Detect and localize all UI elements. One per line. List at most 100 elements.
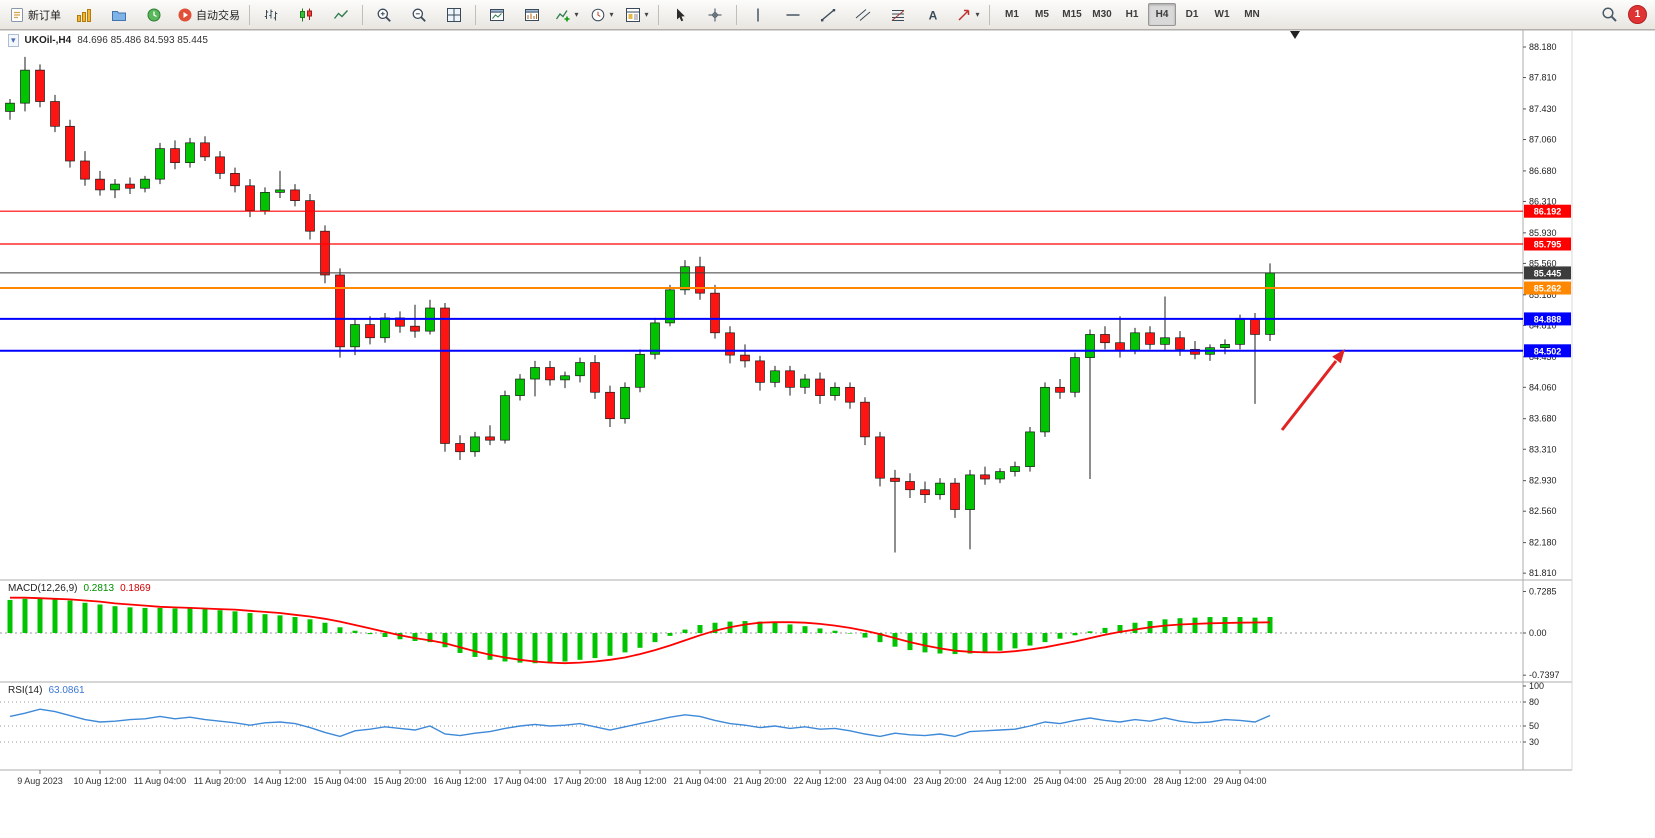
charts-icon bbox=[77, 8, 91, 22]
candle-body bbox=[410, 325, 420, 332]
time-axis-label: 11 Aug 04:00 bbox=[134, 776, 186, 786]
time-axis-label: 21 Aug 20:00 bbox=[733, 776, 786, 786]
candle-body bbox=[350, 324, 360, 348]
candle-body bbox=[560, 375, 570, 381]
bar-chart-button[interactable] bbox=[254, 2, 288, 27]
time-axis-label: 10 Aug 12:00 bbox=[73, 776, 126, 786]
candle-body bbox=[125, 183, 135, 189]
toolbar-separator bbox=[475, 4, 476, 25]
time-axis-label: 11 Aug 20:00 bbox=[194, 776, 246, 786]
notification-badge[interactable]: 1 bbox=[1628, 5, 1647, 24]
candle-body bbox=[1235, 319, 1245, 345]
indicators-button[interactable]: ▾ bbox=[550, 2, 584, 27]
chart-shift-marker[interactable] bbox=[1290, 31, 1300, 39]
equidistant-channel-tool[interactable] bbox=[846, 2, 880, 27]
auto-trading-label: 自动交易 bbox=[196, 9, 240, 22]
new-order-button[interactable]: 新订单 bbox=[4, 2, 66, 27]
charts-button[interactable] bbox=[67, 2, 101, 27]
chart-window-button[interactable] bbox=[515, 2, 549, 27]
candle-body bbox=[905, 481, 915, 491]
candle-body bbox=[695, 266, 705, 294]
one-click-trading-toggle[interactable]: ▾ bbox=[8, 34, 19, 47]
trendline-tool[interactable] bbox=[811, 2, 845, 27]
templates-button[interactable]: ▾ bbox=[620, 2, 654, 27]
time-axis-label: 15 Aug 20:00 bbox=[373, 776, 426, 786]
new-chart-button[interactable] bbox=[480, 2, 514, 27]
text-tool[interactable]: A bbox=[916, 2, 950, 27]
price-tag bbox=[1524, 344, 1571, 358]
time-axis-label: 21 Aug 04:00 bbox=[673, 776, 726, 786]
candle-body bbox=[290, 189, 300, 201]
annotation-arrow[interactable] bbox=[1280, 360, 1338, 431]
candle-body bbox=[80, 160, 90, 180]
cursor-button[interactable] bbox=[663, 2, 697, 27]
tile-windows-button[interactable] bbox=[437, 2, 471, 27]
caret-down-icon: ▾ bbox=[609, 9, 614, 19]
time-axis-label: 17 Aug 20:00 bbox=[553, 776, 606, 786]
auto-trading-button[interactable]: 自动交易 bbox=[172, 2, 245, 27]
zoom-in-button[interactable] bbox=[367, 2, 401, 27]
candle-body bbox=[1115, 342, 1125, 352]
candle-body bbox=[785, 370, 795, 388]
candle-body bbox=[770, 370, 780, 383]
toolbar: 新订单 自动交易 ▾ ▾ bbox=[0, 0, 1655, 30]
candle-body bbox=[20, 69, 30, 104]
timeframe-w1[interactable]: W1 bbox=[1214, 9, 1230, 20]
candle-body bbox=[1085, 334, 1095, 358]
timeframe-m30[interactable]: M30 bbox=[1092, 9, 1112, 20]
candle-body bbox=[980, 474, 990, 480]
candle-body bbox=[875, 436, 885, 479]
horizontal-line-tool[interactable] bbox=[776, 2, 810, 27]
timeframe-h4[interactable]: H4 bbox=[1148, 3, 1176, 26]
zoom-in-icon bbox=[377, 8, 391, 22]
profiles-button[interactable] bbox=[102, 2, 136, 27]
toolbar-right: 1 bbox=[1601, 5, 1655, 24]
tile-windows-icon bbox=[447, 7, 461, 22]
candle-body bbox=[140, 178, 150, 189]
fibonacci-tool[interactable] bbox=[881, 2, 915, 27]
candle-body bbox=[1040, 386, 1050, 433]
candle-body bbox=[635, 353, 645, 388]
periods-button[interactable]: ▾ bbox=[585, 2, 619, 27]
price-axis-label: 87.060 bbox=[1529, 135, 1557, 145]
timeframe-m1[interactable]: M1 bbox=[1005, 9, 1019, 20]
candle-body bbox=[185, 142, 195, 163]
candle-body bbox=[830, 386, 840, 396]
timeframe-h1[interactable]: H1 bbox=[1125, 9, 1139, 20]
candle-body bbox=[710, 292, 720, 334]
candlestick-chart-button[interactable] bbox=[289, 2, 323, 27]
market-watch-button[interactable] bbox=[137, 2, 171, 27]
zoom-out-button[interactable] bbox=[402, 2, 436, 27]
toolbar-separator bbox=[658, 4, 659, 25]
vertical-line-tool[interactable] bbox=[741, 2, 775, 27]
timeframe-mn[interactable]: MN bbox=[1244, 9, 1260, 20]
annotation-arrow-head[interactable] bbox=[1332, 349, 1345, 364]
candle-body bbox=[815, 378, 825, 396]
time-axis-label: 18 Aug 12:00 bbox=[613, 776, 666, 786]
rsi-line bbox=[9, 708, 1271, 738]
candle-body bbox=[860, 401, 870, 438]
search-icon[interactable] bbox=[1601, 6, 1618, 23]
timeframe-d1[interactable]: D1 bbox=[1185, 9, 1199, 20]
macd-axis-label: -0.7397 bbox=[1529, 670, 1560, 680]
candle-body bbox=[470, 436, 480, 453]
chart-title: ▾ UKOil-,H4 84.696 85.486 84.593 85.445 bbox=[8, 34, 208, 47]
time-axis-label: 23 Aug 20:00 bbox=[913, 776, 966, 786]
zoom-out-icon bbox=[412, 8, 426, 22]
price-axis-label: 85.180 bbox=[1529, 290, 1557, 300]
price-axis-label: 83.680 bbox=[1529, 414, 1557, 424]
macd-value-2: 0.1869 bbox=[120, 583, 151, 594]
time-axis-label: 28 Aug 12:00 bbox=[1153, 776, 1206, 786]
candle-body bbox=[740, 354, 750, 362]
candle-body bbox=[245, 185, 255, 211]
price-tag bbox=[1524, 312, 1571, 326]
arrows-tool[interactable]: ▾ bbox=[951, 2, 985, 27]
timeframe-m15[interactable]: M15 bbox=[1062, 9, 1082, 20]
line-chart-button[interactable] bbox=[324, 2, 358, 27]
candle-body bbox=[365, 324, 375, 339]
candle-body bbox=[1010, 466, 1020, 472]
crosshair-button[interactable] bbox=[698, 2, 732, 27]
macd-signal-line bbox=[10, 596, 1271, 665]
timeframe-m5[interactable]: M5 bbox=[1035, 9, 1049, 20]
